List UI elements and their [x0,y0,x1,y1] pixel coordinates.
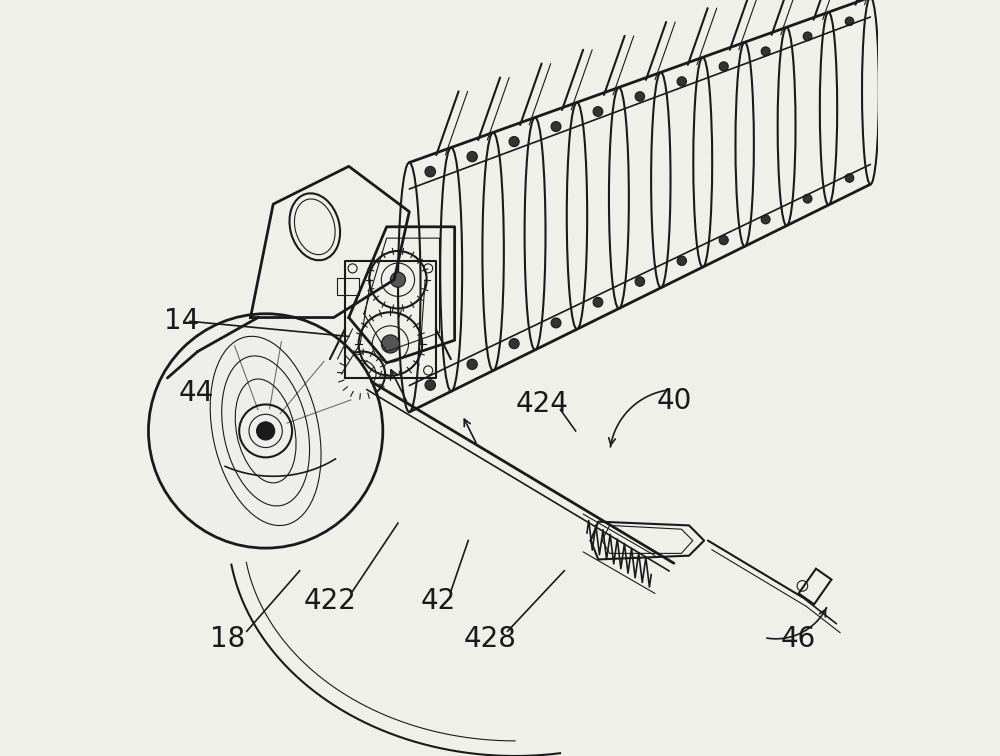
Circle shape [803,194,812,203]
Text: 42: 42 [420,587,456,615]
Text: 46: 46 [781,624,816,653]
Circle shape [148,314,383,548]
Circle shape [761,215,770,224]
Circle shape [551,122,561,132]
Circle shape [719,236,728,245]
Circle shape [761,47,770,56]
Text: 40: 40 [656,386,692,415]
Circle shape [509,339,519,349]
Circle shape [677,77,686,86]
Circle shape [381,335,399,353]
Bar [337,278,359,295]
Circle shape [593,107,603,116]
Circle shape [593,297,603,307]
Text: 428: 428 [464,624,517,653]
Circle shape [635,277,645,287]
Circle shape [677,256,686,265]
Circle shape [509,137,519,147]
Circle shape [425,166,435,177]
Circle shape [257,422,275,440]
Circle shape [635,91,645,101]
Text: 422: 422 [303,587,356,615]
Circle shape [425,380,435,390]
Text: 18: 18 [210,624,245,653]
Circle shape [803,32,812,41]
Circle shape [467,359,477,370]
Text: 14: 14 [164,307,199,336]
Circle shape [390,272,406,287]
Circle shape [845,174,854,182]
Circle shape [845,17,854,26]
Text: 424: 424 [515,390,568,419]
Circle shape [467,151,477,162]
Bar [799,569,831,604]
Circle shape [551,318,561,328]
Text: 44: 44 [179,379,214,407]
Circle shape [719,62,728,71]
